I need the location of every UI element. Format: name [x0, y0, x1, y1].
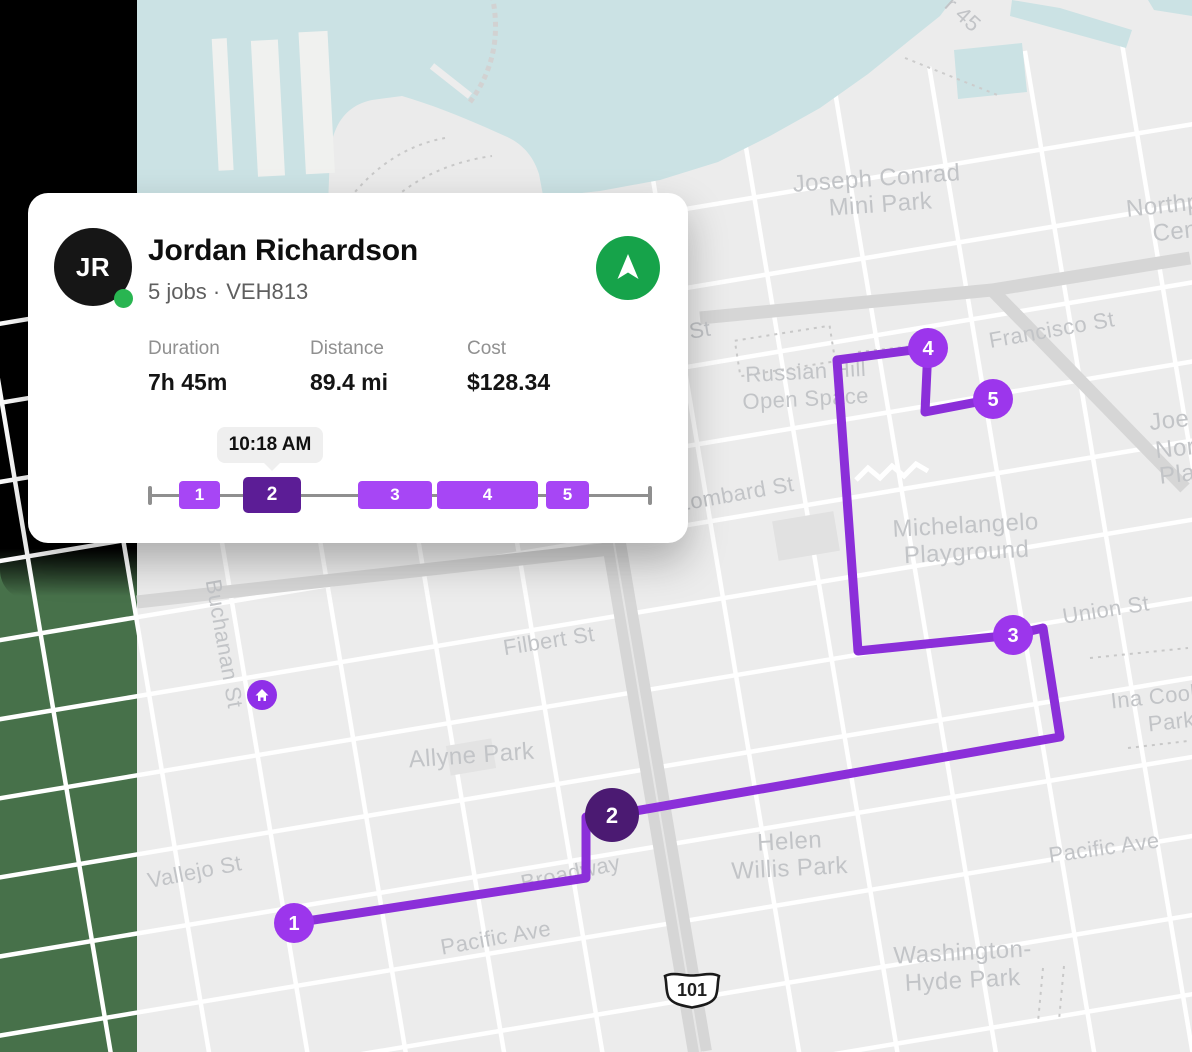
stat-value: $128.34 [467, 369, 551, 395]
timeline-stop-2[interactable]: 2 [243, 477, 301, 513]
coast-features [211, 0, 1001, 206]
map-label: Cen [1151, 216, 1192, 248]
road-lane-line [609, 519, 701, 1052]
driver-name: Jordan Richardson [148, 234, 418, 267]
map-stop-marker-4[interactable]: 4 [908, 328, 948, 368]
svg-text:101: 101 [677, 980, 707, 1000]
home-marker[interactable] [247, 680, 277, 710]
map-label: Joe [1148, 405, 1191, 436]
map-label: Willis Park [731, 852, 849, 885]
locate-vehicle-button[interactable] [596, 236, 660, 300]
timeline-stop-1[interactable]: 1 [179, 481, 220, 509]
map-stop-marker-2[interactable]: 2 [585, 788, 639, 842]
map-label: Helen [757, 826, 823, 856]
map-label: Playground [903, 536, 1030, 570]
map-label: St [687, 316, 712, 344]
svg-text:4: 4 [922, 338, 934, 360]
stat-label: Cost [467, 338, 507, 359]
timeline-stop-4[interactable]: 4 [437, 481, 538, 509]
map-label: Hyde Park [904, 964, 1021, 997]
piers [211, 30, 335, 177]
driver-subtitle: 5 jobs · VEH813 [148, 279, 309, 304]
map-decorations [349, 137, 1189, 1023]
online-status-dot [114, 289, 133, 308]
map-stop-marker-1[interactable]: 1 [274, 903, 314, 943]
map-label: Northp [1125, 188, 1192, 223]
avatar-initials: JR [75, 251, 111, 282]
stat-duration: Duration 7h 45m [148, 338, 227, 396]
stat-cost: Cost $128.34 [467, 338, 550, 396]
timeline-stop-3[interactable]: 3 [358, 481, 432, 509]
svg-text:1: 1 [288, 913, 299, 935]
map-stop-marker-3[interactable]: 3 [993, 615, 1033, 655]
stat-distance: Distance 89.4 mi [310, 338, 388, 396]
map-label: Pla [1158, 459, 1192, 490]
svg-text:2: 2 [606, 803, 618, 828]
stat-value: 89.4 mi [310, 369, 388, 395]
map-label: Park [1147, 707, 1192, 737]
map-stop-marker-5[interactable]: 5 [973, 379, 1013, 419]
map-patches [445, 511, 840, 776]
stat-label: Duration [148, 338, 220, 359]
highway-101-shield: 101 [663, 972, 721, 1009]
svg-text:3: 3 [1007, 625, 1018, 647]
small-dock [429, 63, 473, 99]
timeline-stop-5[interactable]: 5 [546, 481, 589, 509]
driver-card: JR Jordan Richardson 5 jobs · VEH813 Dur… [16, 183, 688, 550]
home-icon [255, 689, 269, 701]
time-tooltip: 10:18 AM [217, 427, 323, 471]
svg-text:5: 5 [987, 389, 998, 411]
stat-label: Distance [310, 338, 384, 359]
map-label: Nor [1154, 433, 1192, 464]
municipal-pier [467, 0, 499, 104]
crooked-lombard-street [854, 460, 930, 482]
stat-value: 7h 45m [148, 369, 228, 395]
navigation-arrow-icon [617, 254, 639, 279]
